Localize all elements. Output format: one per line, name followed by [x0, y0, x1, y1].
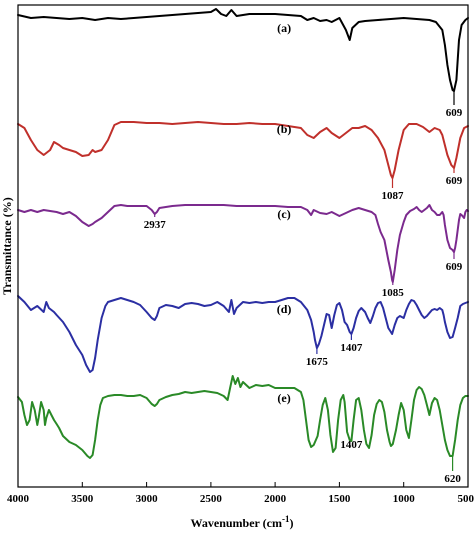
x-tick-label-1500: 1500: [328, 493, 351, 505]
x-tick-label-2500: 2500: [200, 493, 223, 505]
x-axis: 4000 3500 3000 2500 2000 1500 1000 500: [7, 482, 474, 505]
annotations-layer: 609 1087 609 2937 1085 609 1675 1407 1407 620: [144, 91, 463, 485]
curve-label-a: (a): [277, 21, 291, 35]
x-axis-label: Wavenumber (cm-1): [191, 514, 294, 530]
series-line-b: [17, 121, 469, 179]
peak-label-1407: 1407: [340, 342, 363, 354]
peak-label-620: 620: [444, 473, 461, 485]
curve-label-b: (b): [277, 122, 292, 136]
x-tick-label-3500: 3500: [71, 493, 94, 505]
peak-label-1675: 1675: [306, 356, 329, 368]
peak-label-1085: 1085: [382, 287, 405, 299]
x-tick-label-4000: 4000: [7, 493, 30, 505]
x-axis-label-close: ): [289, 516, 293, 530]
curve-label-e: (e): [277, 391, 290, 405]
peak-label-1407: 1407: [340, 439, 363, 451]
peak-label-609: 609: [446, 175, 463, 187]
peak-label-609: 609: [446, 261, 463, 273]
x-tick-label-3000: 3000: [136, 493, 159, 505]
curve-labels-layer: (a) (b) (c) (d) (e): [277, 21, 292, 405]
series-line-d: [17, 295, 469, 373]
x-axis-label-main: Wavenumber (cm: [191, 516, 282, 530]
x-tick-label-2000: 2000: [264, 493, 287, 505]
series-line-e: [17, 375, 469, 459]
curve-label-c: (c): [277, 207, 290, 221]
series-layer: [17, 8, 469, 459]
x-tick-label-500: 500: [458, 493, 474, 505]
peak-label-1087: 1087: [382, 190, 405, 202]
series-line-c: [17, 204, 469, 283]
peak-label-2937: 2937: [144, 219, 167, 231]
peak-label-609: 609: [446, 107, 463, 119]
y-axis-label: Transmittance (%): [0, 197, 14, 294]
x-tick-label-1000: 1000: [393, 493, 416, 505]
x-axis-label-sup: -1: [282, 514, 290, 524]
plot-frame: [17, 4, 469, 488]
series-line-a: [17, 8, 469, 92]
curve-label-d: (d): [277, 302, 292, 316]
